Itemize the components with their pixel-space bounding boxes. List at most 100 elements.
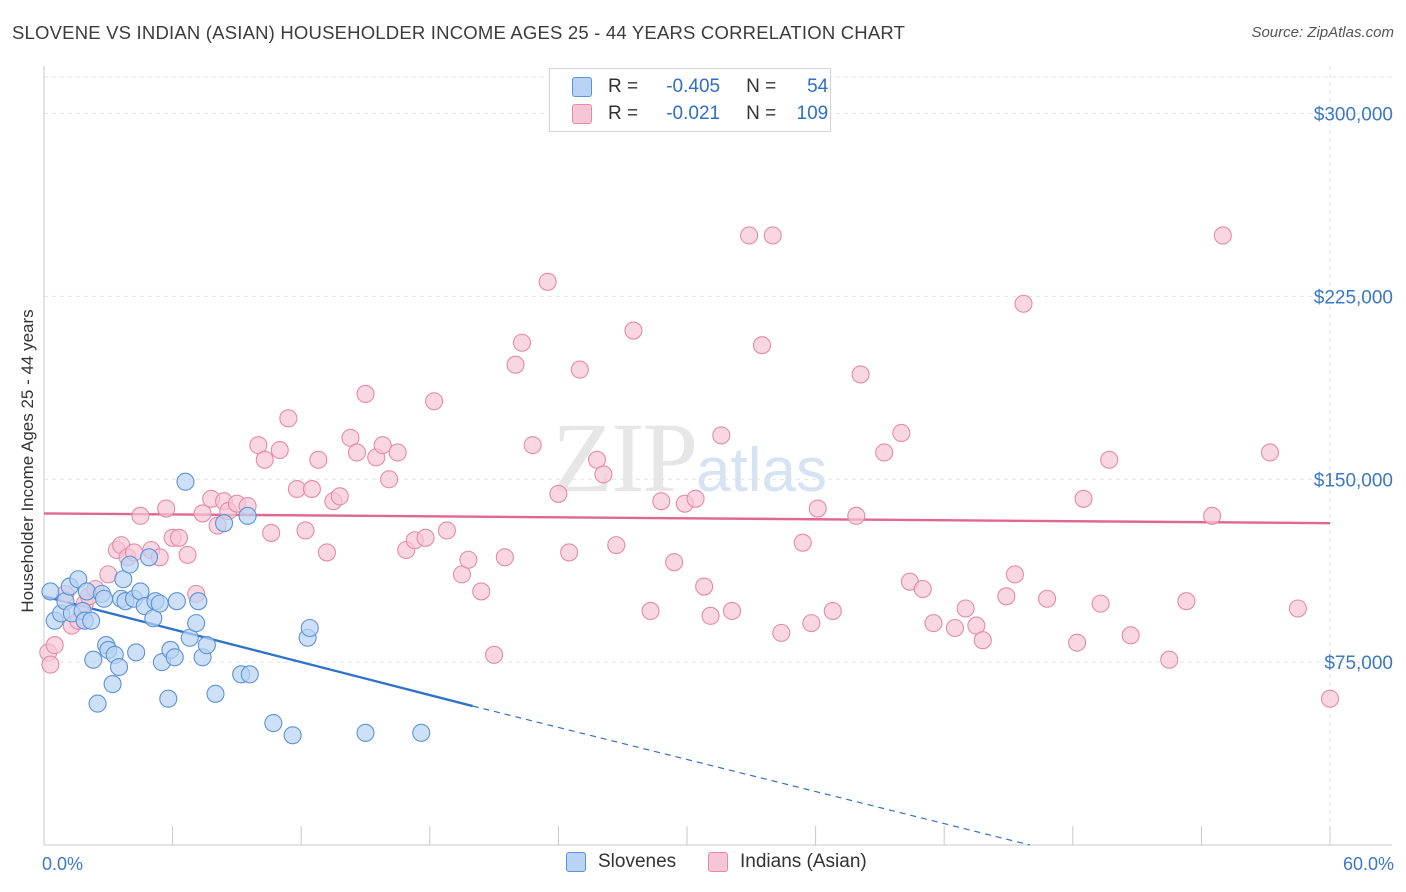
data-points	[39, 226, 1340, 745]
indian-point	[356, 384, 375, 404]
indian-point	[913, 579, 932, 599]
indian-point	[560, 543, 579, 562]
indian-point	[495, 548, 514, 567]
slovene-point	[264, 714, 283, 733]
legend-row-indians: R = -0.021 N = 109	[572, 101, 828, 127]
indian-point	[956, 599, 975, 618]
indian-point	[1068, 633, 1087, 652]
indian-point	[373, 436, 392, 455]
indian-point	[317, 543, 336, 562]
indian-point	[997, 587, 1016, 606]
correlation-legend: R = -0.405 N = 54 R = -0.021 N = 109	[549, 68, 831, 132]
indian-point	[712, 426, 731, 445]
x-tick-label: 60.0%	[1343, 854, 1394, 874]
indian-point	[772, 623, 791, 642]
indians-trend-line	[43, 512, 1331, 525]
indian-point	[309, 450, 328, 469]
watermark-zip: ZIP	[552, 402, 698, 513]
indian-point	[740, 226, 759, 245]
slovene-point	[283, 726, 302, 745]
slovene-point	[197, 636, 216, 655]
indian-point	[1091, 594, 1110, 613]
indian-point	[302, 479, 321, 499]
axes	[43, 66, 1392, 846]
slovene-point	[82, 611, 101, 630]
slovenes-swatch	[566, 852, 586, 872]
slovene-point	[150, 594, 169, 613]
slovene-point	[84, 650, 103, 669]
indian-point	[808, 499, 827, 518]
slovene-point	[109, 657, 129, 677]
indian-point	[973, 631, 992, 650]
indian-point	[722, 601, 742, 620]
slovene-point	[139, 548, 159, 567]
y-tick-label: $225,000	[1314, 287, 1393, 308]
indian-point	[892, 423, 911, 443]
indian-point	[255, 450, 274, 469]
indian-point	[607, 536, 626, 555]
y-tick-label: $150,000	[1314, 470, 1393, 491]
indian-point	[1074, 489, 1093, 508]
slovene-point	[214, 514, 234, 533]
r-label: R =	[608, 76, 639, 97]
grid-lines	[44, 66, 1392, 845]
indian-point	[1121, 626, 1140, 645]
axis-labels: $75,000 $150,000 $225,000 $300,000 0.0% 60.0%…	[18, 105, 1394, 874]
indian-point	[388, 443, 407, 462]
slovene-point	[127, 643, 146, 662]
indian-point	[701, 606, 720, 625]
indian-point	[262, 523, 281, 542]
source-credit: Source: ZipAtlas.com	[1251, 24, 1394, 41]
indian-point	[1203, 506, 1222, 525]
watermark-atlas: atlas	[696, 436, 827, 505]
slovenes-swatch	[572, 77, 592, 97]
indian-point	[287, 479, 306, 499]
indian-point	[416, 528, 435, 547]
indian-point	[1288, 599, 1307, 618]
indian-point	[437, 521, 456, 540]
indian-point	[41, 655, 60, 674]
slovene-point	[300, 618, 319, 638]
slovene-point	[189, 592, 208, 611]
n-label: N =	[746, 103, 777, 124]
series-legend: Slovenes Indians (Asian)	[0, 851, 1406, 877]
y-tick-label: $300,000	[1314, 105, 1393, 126]
indian-point	[380, 470, 399, 489]
indian-point	[472, 582, 491, 601]
slovene-point	[240, 665, 259, 684]
slovenes-trend-extension	[472, 705, 1031, 846]
indian-point	[193, 504, 212, 523]
n-value: 109	[796, 103, 829, 124]
indian-point	[296, 521, 315, 540]
indian-point	[695, 577, 714, 596]
indian-point	[1320, 689, 1340, 708]
slovene-point	[41, 582, 60, 601]
slovene-point	[88, 694, 107, 713]
indian-point	[485, 645, 504, 664]
chart-title: SLOVENE VS INDIAN (ASIAN) HOUSEHOLDER IN…	[12, 22, 906, 43]
n-label: N =	[746, 76, 777, 97]
r-value: -0.021	[666, 103, 721, 124]
indian-point	[1100, 450, 1119, 469]
n-value: 54	[807, 76, 829, 97]
slovene-point	[356, 723, 375, 742]
indian-point	[1213, 226, 1232, 245]
slovene-point	[412, 723, 431, 742]
indian-point	[847, 506, 866, 525]
indian-point	[330, 487, 349, 506]
indian-point	[763, 226, 782, 245]
indian-point	[686, 489, 705, 508]
indian-point	[793, 533, 812, 552]
indian-point	[594, 465, 613, 484]
slovenes-trend-line	[43, 595, 473, 708]
slovene-point	[206, 684, 225, 703]
indian-point	[1260, 443, 1280, 462]
indian-point	[279, 409, 298, 428]
indians-swatch	[572, 104, 592, 124]
indian-point	[570, 360, 589, 379]
indian-point	[1038, 589, 1057, 608]
slovene-point	[187, 614, 206, 633]
y-axis-label: Householder Income Ages 25 - 44 years	[18, 309, 37, 612]
slovene-point	[103, 675, 122, 694]
